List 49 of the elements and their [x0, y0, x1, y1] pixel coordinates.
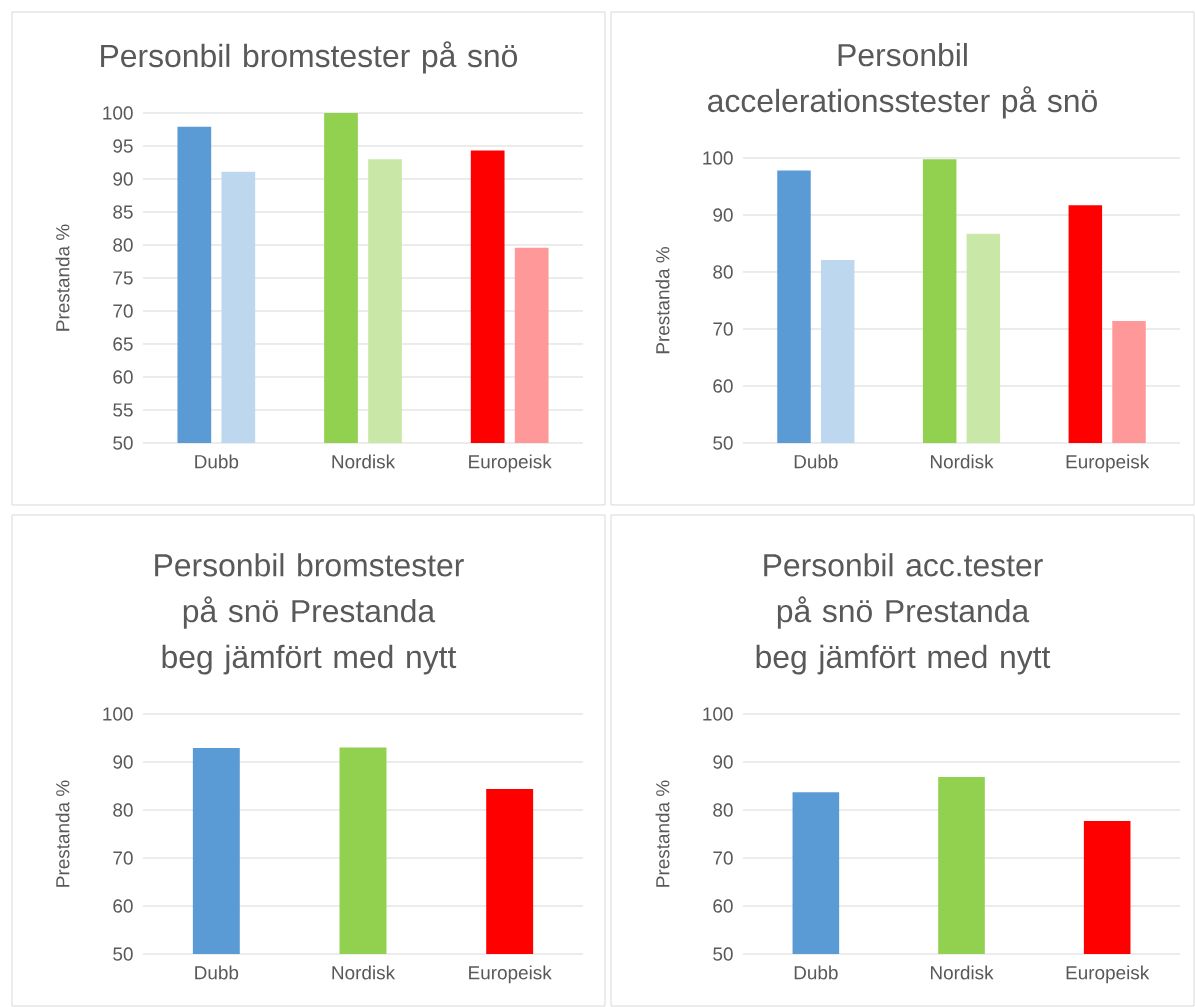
y-tick-label: 100	[103, 707, 133, 721]
chart-title: Personbil accelerationsstester på snö	[708, 42, 1097, 119]
y-axis-title: Prestanda %	[55, 780, 70, 887]
x-tick-label: Nordisk	[930, 965, 994, 980]
y-tick-label: 100	[703, 707, 733, 721]
y-tick-label: 50	[713, 436, 733, 450]
y-tick-label: 90	[113, 755, 133, 769]
y-tick-label: 90	[713, 755, 733, 769]
y-tick-label: 60	[713, 379, 733, 393]
y-tick-label: 70	[713, 322, 733, 336]
y-tick-label: 80	[113, 803, 133, 817]
y-tick-label: 50	[113, 436, 133, 450]
y-tick-label: 85	[113, 205, 133, 219]
y-tick-label: 75	[113, 271, 133, 285]
x-tick-label: Europeisk	[1066, 965, 1150, 984]
y-tick-label: 55	[113, 403, 133, 417]
y-axis-title: Prestanda %	[55, 224, 70, 331]
y-tick-label: 50	[113, 947, 133, 961]
chart-title: Personbil bromstester på snö Prestanda beg jämfört med nytt	[155, 553, 464, 675]
x-tick-label: Europeisk	[1066, 454, 1150, 473]
y-tick-label: 60	[113, 899, 133, 913]
y-tick-label: 70	[113, 851, 133, 865]
y-tick-label: 70	[113, 304, 133, 318]
x-tick-label: Europeisk	[469, 454, 552, 473]
x-tick-label: Europeisk	[469, 965, 552, 984]
x-tick-label: Dubb	[195, 454, 239, 469]
y-axis-title: Prestanda %	[655, 247, 670, 354]
x-tick-label: Dubb	[794, 454, 838, 469]
y-tick-label: 70	[713, 851, 733, 865]
x-tick-label: Dubb	[195, 965, 239, 980]
chart-title: Personbil bromstester på snö	[101, 41, 518, 74]
x-tick-label: Nordisk	[930, 454, 994, 469]
y-tick-label: 80	[713, 265, 733, 279]
y-tick-label: 50	[713, 947, 733, 961]
y-tick-label: 65	[113, 337, 133, 351]
y-tick-label: 100	[103, 106, 133, 120]
x-tick-label: Nordisk	[332, 965, 396, 980]
y-tick-label: 60	[713, 899, 733, 913]
y-tick-label: 95	[113, 139, 133, 153]
y-tick-label: 90	[713, 208, 733, 222]
y-tick-label: 80	[713, 803, 733, 817]
y-tick-label: 60	[113, 370, 133, 384]
x-tick-label: Dubb	[794, 965, 838, 980]
chart-title: Personbil acc.tester på snö Prestanda beg jämfört med nytt	[756, 553, 1051, 675]
x-tick-label: Nordisk	[332, 454, 396, 469]
y-tick-label: 100	[703, 151, 733, 165]
y-tick-label: 90	[113, 172, 133, 186]
y-tick-label: 80	[113, 238, 133, 252]
y-axis-title: Prestanda %	[655, 780, 670, 887]
